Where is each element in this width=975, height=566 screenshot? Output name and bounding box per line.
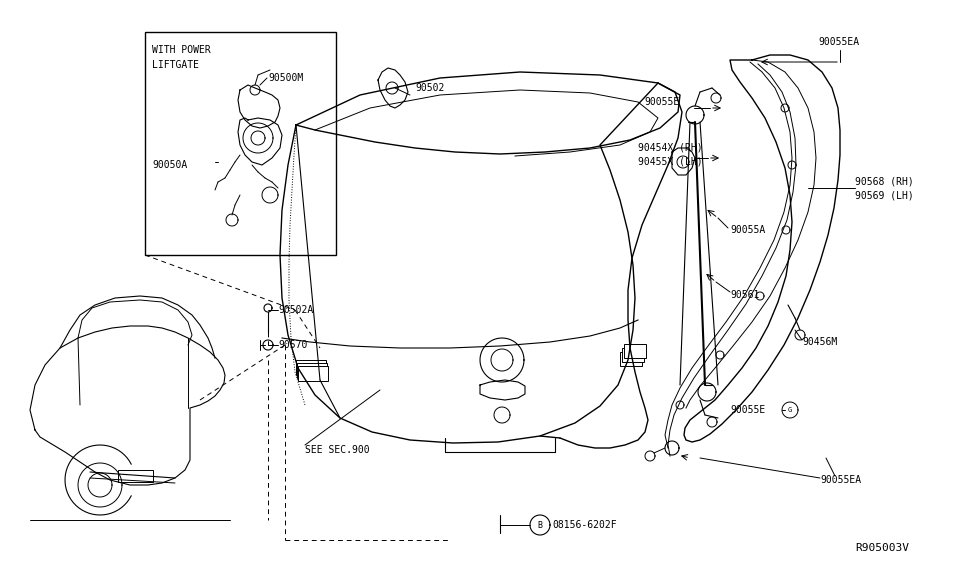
Text: 90055E: 90055E (644, 97, 680, 107)
Bar (624, 344, 646, 358)
Text: 90569 (LH): 90569 (LH) (855, 191, 914, 201)
Text: 90502: 90502 (415, 83, 445, 93)
Text: 90502A: 90502A (278, 305, 313, 315)
Text: 90500M: 90500M (268, 73, 303, 83)
Text: 90050A: 90050A (152, 160, 187, 170)
Text: R905003V: R905003V (855, 543, 909, 553)
Bar (298, 366, 328, 381)
Bar (118, 470, 153, 482)
Text: LIFTGATE: LIFTGATE (152, 60, 199, 70)
Text: SEE SEC.900: SEE SEC.900 (305, 445, 370, 455)
Bar (296, 360, 326, 375)
Bar (145, 32, 336, 255)
Text: 90055E: 90055E (730, 405, 765, 415)
Text: 90568 (RH): 90568 (RH) (855, 177, 914, 187)
Bar (620, 352, 642, 366)
Bar (622, 348, 644, 362)
Text: 90456M: 90456M (802, 337, 838, 347)
Text: B: B (537, 521, 542, 530)
Text: G: G (788, 407, 792, 413)
Text: 90055EA: 90055EA (820, 475, 861, 485)
Bar (297, 363, 327, 378)
Text: WITH POWER: WITH POWER (152, 45, 211, 55)
Text: 90055A: 90055A (730, 225, 765, 235)
Text: 90570: 90570 (278, 340, 307, 350)
Text: 90561: 90561 (730, 290, 760, 300)
Text: 90454X (RH): 90454X (RH) (638, 143, 703, 153)
Text: 08156-6202F: 08156-6202F (552, 520, 616, 530)
Text: 90455X (LH): 90455X (LH) (638, 157, 703, 167)
Text: 90055EA: 90055EA (818, 37, 859, 47)
